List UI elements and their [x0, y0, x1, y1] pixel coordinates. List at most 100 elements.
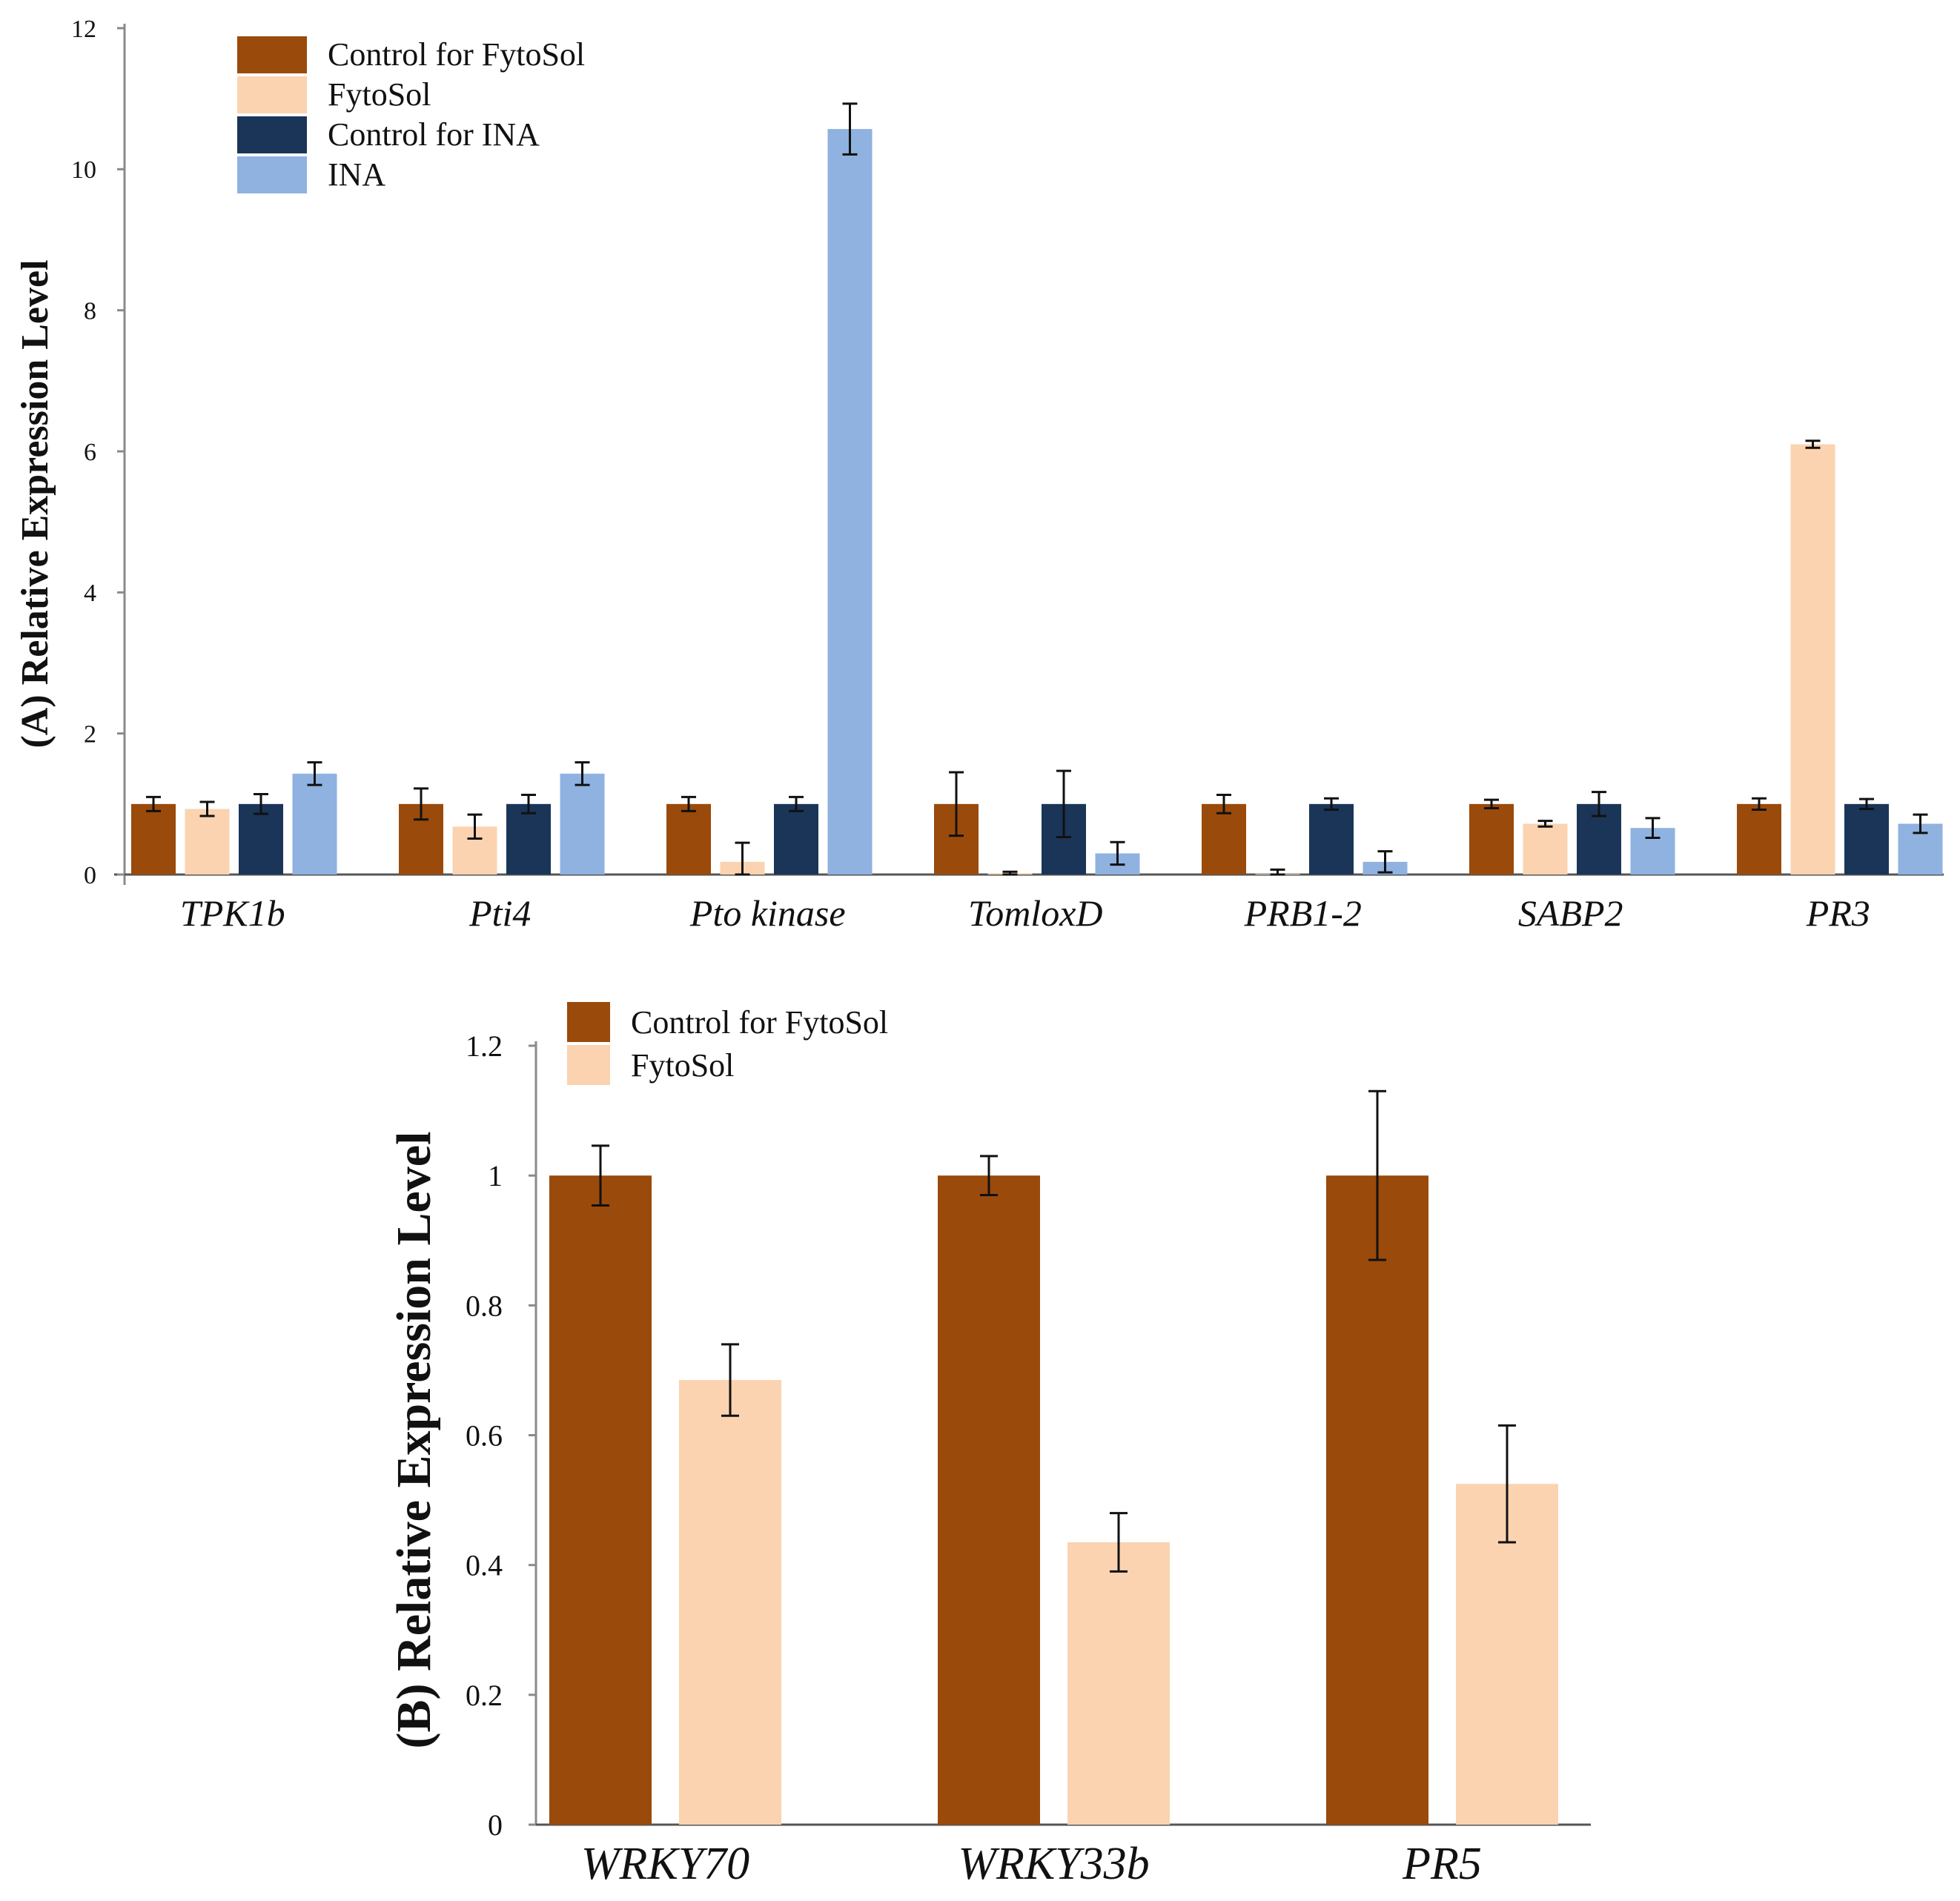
bar-wrky33b-control-for-fytosol [938, 1175, 1040, 1825]
panel-b-bars [549, 1175, 1558, 1825]
error-bar [146, 795, 161, 812]
error-bar [1752, 797, 1767, 811]
bar-prb1-2-control-for-ina [1309, 803, 1354, 875]
bar-tpk1b-control-for-fytosol [131, 803, 176, 875]
x-category-label: WRKY33b [958, 1839, 1149, 1889]
panel-b-y-axis-label: (B) Relative Expression Level [387, 1132, 441, 1749]
error-bar [467, 813, 483, 840]
error-bar [521, 793, 536, 815]
error-bar [307, 761, 322, 786]
error-bar [1368, 1089, 1386, 1261]
x-category-label: TomloxD [968, 892, 1103, 934]
bar-pti4-ina [560, 773, 605, 875]
error-bar [842, 102, 858, 156]
error-bar [254, 793, 268, 815]
error-bar [721, 1343, 739, 1417]
legend-label: Control for FytoSol [328, 36, 585, 73]
y-tick-label: 0.8 [466, 1289, 503, 1322]
bar-pr3-control-for-fytosol [1737, 803, 1781, 875]
y-tick-label: 0.2 [466, 1679, 503, 1712]
panel-b-y-axis-label-group: (B) Relative Expression Level [387, 1132, 441, 1749]
panel-a-y-ticks: 0 2 4 6 8 10 12 [71, 16, 125, 889]
bar-wrky70-fytosol [679, 1380, 781, 1825]
y-tick-label: 2 [84, 721, 96, 749]
bar-sabp2-control-for-fytosol [1469, 803, 1514, 875]
legend-item: FytoSol [237, 76, 431, 113]
panel-b-x-categories: WRKY70 WRKY33b PR5 [581, 1839, 1482, 1889]
error-bar [1498, 1424, 1516, 1544]
legend-swatch [237, 36, 307, 73]
error-bar [1484, 798, 1499, 810]
y-tick-label: 0.6 [466, 1419, 503, 1453]
bar-pto-kinase-ina [827, 129, 873, 875]
y-tick-label: 0 [488, 1808, 503, 1842]
error-bar [1592, 791, 1606, 817]
legend-label: Control for INA [328, 116, 540, 153]
error-bar [1002, 870, 1018, 876]
legend-swatch [237, 76, 307, 113]
error-bar [1270, 868, 1285, 876]
bar-tpk1b-control-for-ina [239, 803, 283, 875]
error-bar [1056, 769, 1071, 839]
legend-label: FytoSol [631, 1047, 734, 1084]
bar-wrky33b-fytosol [1067, 1542, 1170, 1825]
error-bar [575, 761, 590, 786]
error-bar [1324, 797, 1339, 811]
x-category-label: SABP2 [1518, 892, 1623, 934]
legend-swatch [237, 156, 307, 193]
legend-label: INA [328, 156, 385, 193]
legend-item: Control for FytoSol [567, 1002, 888, 1042]
error-bar [789, 795, 804, 812]
bar-pto-kinase-control-for-fytosol [666, 803, 711, 875]
error-bar [414, 787, 428, 821]
panel-a-x-categories: TPK1b Pti4 Pto kinase TomloxD PRB1-2 SABP2 PR3 [180, 892, 1870, 934]
y-tick-label: 0 [84, 862, 96, 889]
chart-panel-a: (A) Relative Expression Level 024681012 … [14, 16, 1944, 934]
legend-swatch [567, 1045, 610, 1085]
legend-item: Control for INA [237, 116, 540, 153]
legend-item: FytoSol [567, 1045, 734, 1085]
panel-a-error-bars [146, 102, 1928, 876]
bar-pto-kinase-control-for-ina [774, 803, 818, 875]
panel-a-bars [131, 129, 1943, 875]
error-bar [1110, 1512, 1128, 1573]
y-tick-label: 8 [84, 298, 96, 325]
bar-pr5-control-for-fytosol [1326, 1175, 1428, 1825]
panel-b-error-bars [592, 1089, 1516, 1573]
bar-sabp2-fytosol [1523, 823, 1568, 875]
x-category-label: WRKY70 [581, 1839, 749, 1889]
error-bar [681, 795, 696, 812]
x-category-label: Pto kinase [689, 892, 846, 934]
error-bar [1216, 793, 1231, 815]
x-category-label: PR5 [1402, 1839, 1482, 1889]
y-tick-label: 1.2 [466, 1029, 503, 1063]
error-bar [1913, 813, 1928, 835]
bar-pti4-control-for-ina [506, 803, 551, 875]
x-category-label: Pti4 [469, 892, 531, 934]
panel-b-y-ticks: 0 0.2 0.4 0.6 0.8 1 1.2 [466, 1029, 536, 1842]
legend-swatch [567, 1002, 610, 1042]
error-bar [1645, 817, 1661, 840]
chart-panel-b: (B) Relative Expression Level 0 0.2 0.4 0.6… [387, 1002, 1591, 1889]
panel-a-y-axis-label: (A) Relative Expression Level [14, 259, 56, 748]
bar-tpk1b-ina [292, 773, 337, 875]
y-tick-label: 4 [84, 580, 96, 607]
bar-pr3-fytosol [1790, 444, 1835, 875]
panel-a-y-axis-label-group: (A) Relative Expression Level [14, 259, 56, 748]
error-bar [1859, 797, 1874, 810]
bar-pr3-control-for-ina [1844, 803, 1889, 875]
error-bar [199, 800, 215, 817]
panel-b-legend: Control for FytoSol FytoSol [567, 1002, 888, 1085]
legend-item: Control for FytoSol [237, 36, 585, 73]
error-bar [735, 841, 750, 876]
legend-swatch [237, 116, 307, 153]
legend-label: Control for FytoSol [631, 1004, 888, 1041]
y-tick-label: 10 [71, 156, 96, 184]
bar-prb1-2-control-for-fytosol [1202, 803, 1246, 875]
x-category-label: TPK1b [180, 892, 285, 934]
bar-wrky70-control-for-fytosol [549, 1175, 652, 1825]
error-bar [980, 1155, 998, 1196]
error-bar [1377, 850, 1393, 874]
error-bar [949, 771, 964, 837]
